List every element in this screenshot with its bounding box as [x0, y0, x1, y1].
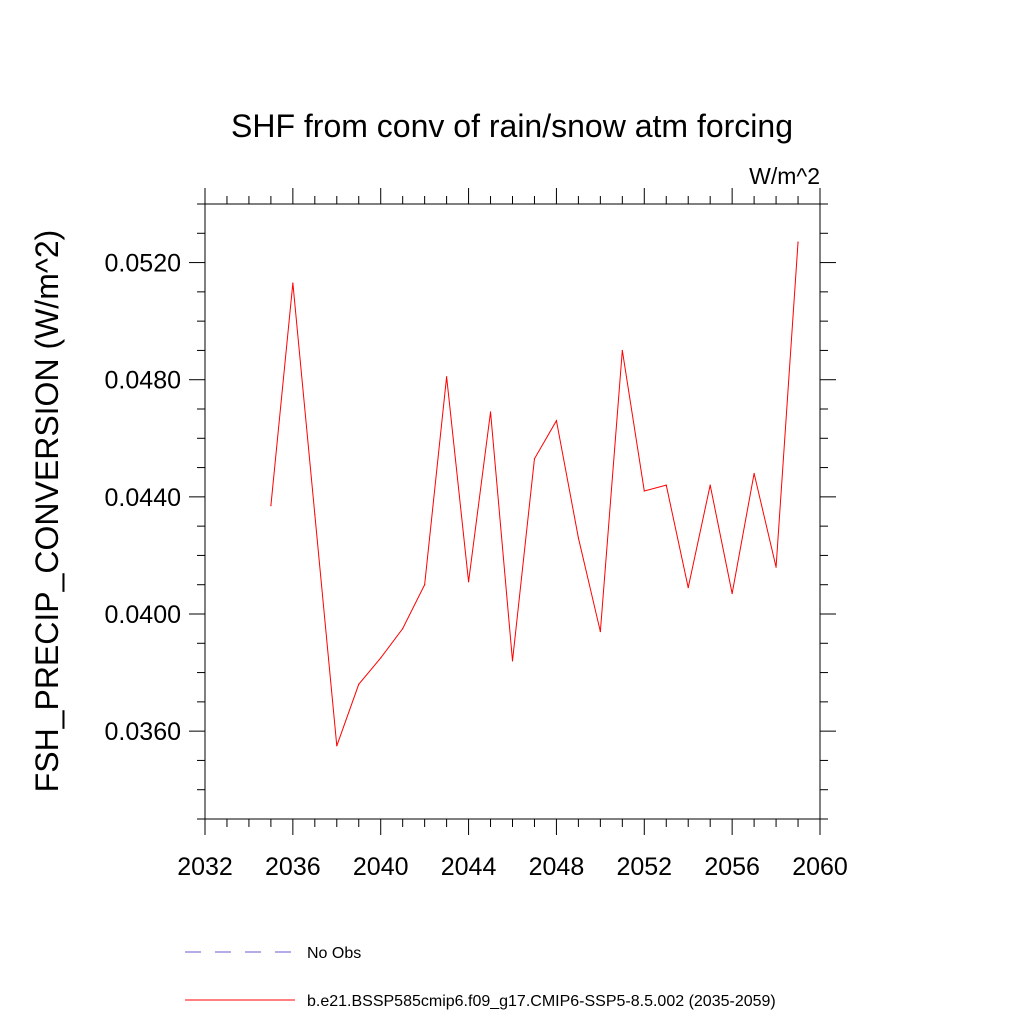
data-point: [402, 628, 404, 630]
data-point: [731, 592, 733, 595]
data-point: [709, 484, 711, 486]
x-tick-label: 2040: [353, 853, 409, 881]
data-point: [665, 484, 667, 486]
data-point: [797, 241, 799, 243]
y-tick-label: 0.0480: [105, 367, 181, 395]
units-label: W/m^2: [749, 163, 820, 189]
data-point: [446, 376, 448, 378]
x-tick-label: 2060: [792, 853, 848, 881]
legend-label-no-obs: No Obs: [307, 945, 361, 962]
data-point: [599, 630, 601, 633]
data-point: [621, 349, 623, 352]
y-tick-label: 0.0400: [105, 601, 181, 629]
x-tick-label: 2036: [265, 853, 321, 881]
series-line: [270, 242, 799, 746]
x-axis-ticks: 2032 2036 2040 2044 2048 2052 2056 2060: [177, 188, 848, 881]
data-point: [424, 584, 426, 586]
data-point: [687, 587, 689, 589]
y-axis-ticks: 0.0360 0.0400 0.0440 0.0480 0.0520: [105, 203, 836, 820]
y-tick-label: 0.0520: [105, 250, 181, 278]
data-point: [555, 420, 558, 422]
series-layer: [270, 241, 799, 747]
chart-title: SHF from conv of rain/snow atm forcing: [231, 108, 793, 144]
y-tick-label: 0.0440: [105, 484, 181, 512]
y-tick-label: 0.0360: [105, 718, 181, 746]
legend: No Obs b.e21.BSSP585cmip6.f09_g17.CMIP6-…: [185, 945, 776, 1010]
data-point: [467, 581, 470, 583]
x-tick-label: 2032: [177, 853, 233, 881]
data-point: [775, 566, 777, 568]
data-point: [358, 683, 360, 685]
x-tick-label: 2052: [616, 853, 672, 881]
x-tick-label: 2048: [529, 853, 585, 881]
data-point: [270, 505, 272, 507]
data-point: [753, 472, 755, 475]
data-point: [643, 490, 645, 492]
data-point: [489, 411, 492, 413]
data-point: [533, 458, 536, 460]
legend-label-series: b.e21.BSSP585cmip6.f09_g17.CMIP6-SSP5-8.…: [307, 993, 776, 1010]
data-point: [336, 745, 338, 747]
data-point: [292, 282, 294, 284]
y-axis-label: FSH_PRECIP_CONVERSION (W/m^2): [29, 230, 65, 793]
data-point: [380, 657, 382, 659]
plot-frame: [204, 203, 821, 820]
x-tick-label: 2056: [704, 853, 760, 881]
data-point: [314, 513, 316, 516]
data-point: [577, 537, 579, 539]
x-tick-label: 2044: [441, 853, 497, 881]
data-point: [511, 660, 514, 662]
